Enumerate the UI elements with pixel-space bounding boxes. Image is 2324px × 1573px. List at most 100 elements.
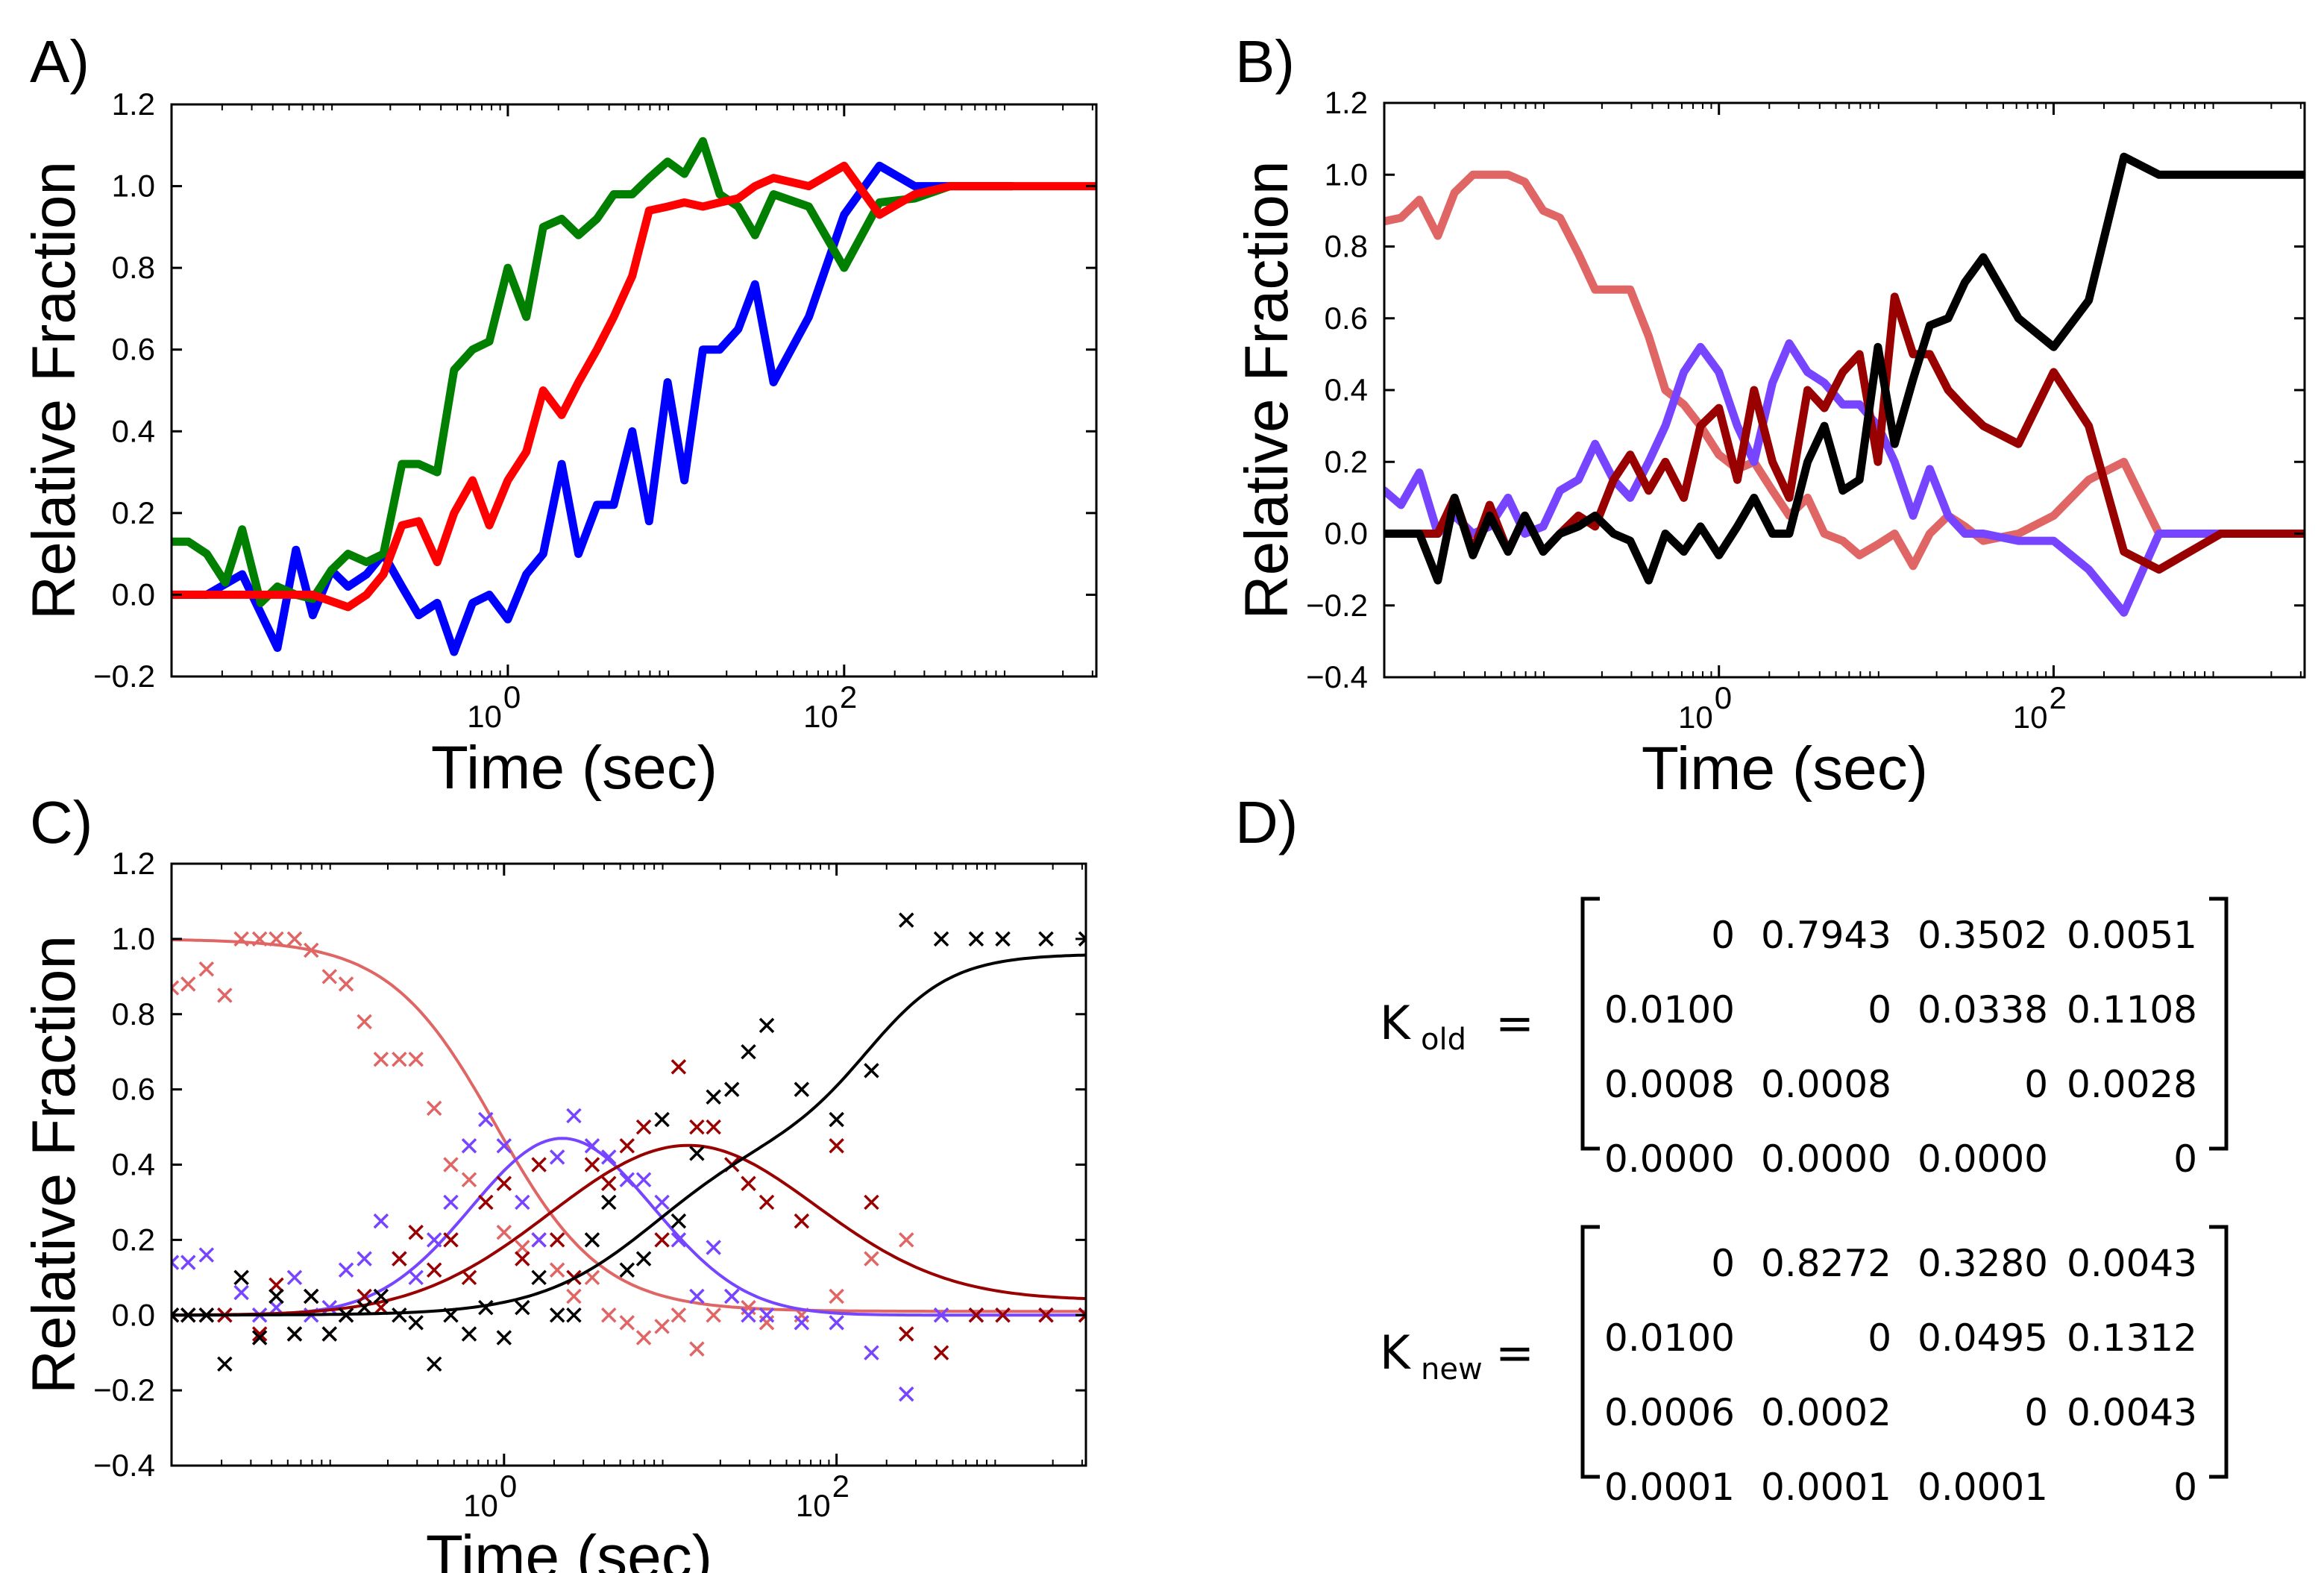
data-marker-black xyxy=(478,1299,494,1316)
data-marker-black xyxy=(443,1307,459,1323)
y-tick-label: 0.6 xyxy=(112,332,155,367)
data-marker-darkred xyxy=(549,1232,565,1248)
data-marker-darkred xyxy=(1078,1307,1086,1323)
matrix-bracket-right xyxy=(2209,1225,2229,1479)
panel-letter: A) xyxy=(30,28,89,95)
data-marker-black xyxy=(461,1326,477,1342)
data-marker-black xyxy=(408,1315,424,1331)
y-axis-label: Relative Fraction xyxy=(20,161,88,620)
data-marker-purple xyxy=(689,1288,705,1304)
matrix-cell: 0 xyxy=(2024,1063,2048,1106)
matrix-cell: 0.0000 xyxy=(1761,1137,1891,1181)
y-tick-label: 1.2 xyxy=(1325,85,1368,120)
data-marker-salmon xyxy=(496,1225,512,1240)
data-marker-purple xyxy=(198,1247,215,1263)
data-marker-darkred xyxy=(689,1119,705,1135)
plot-frame xyxy=(170,103,1098,678)
data-marker-purple xyxy=(601,1149,617,1165)
data-marker-purple xyxy=(373,1213,389,1229)
matrix-cell: 0.0043 xyxy=(2067,1391,2197,1434)
data-marker-darkred xyxy=(392,1251,407,1266)
data-marker-purple xyxy=(461,1138,477,1154)
data-marker-black xyxy=(496,1330,512,1346)
data-marker-darkred xyxy=(635,1119,652,1135)
fit-curve-darkred xyxy=(172,1143,1086,1317)
matrix-cell: 0.1312 xyxy=(2067,1316,2197,1360)
data-marker-black xyxy=(357,1299,372,1316)
data-marker-salmon xyxy=(357,1014,372,1030)
data-marker-purple xyxy=(357,1251,372,1266)
matrix-cell: 0.0006 xyxy=(1604,1391,1735,1434)
data-marker-darkred xyxy=(408,1225,424,1240)
matrix-cell: 0 xyxy=(2173,1137,2197,1181)
data-marker-black xyxy=(968,931,984,947)
y-tick-label: 0.8 xyxy=(1325,229,1368,264)
y-tick-label: 0.2 xyxy=(112,1222,155,1257)
data-marker-darkred xyxy=(515,1251,530,1266)
data-marker-darkred xyxy=(864,1194,879,1211)
matrix-cell: 0.8272 xyxy=(1761,1242,1891,1285)
data-marker-darkred xyxy=(584,1157,600,1172)
panel-letter: D) xyxy=(1235,789,1298,855)
x-tick-base: 10 xyxy=(803,699,838,734)
data-marker-salmon xyxy=(515,1240,530,1255)
data-marker-darkred xyxy=(654,1232,670,1248)
x-tick-exponent: 2 xyxy=(832,1469,849,1504)
y-tick-label: −0.2 xyxy=(1306,588,1368,623)
x-tick-exponent: 2 xyxy=(840,679,857,715)
data-marker-purple xyxy=(426,1232,442,1248)
x-tick-exponent: 0 xyxy=(503,679,521,715)
matrix-subscript: old xyxy=(1421,1023,1466,1057)
data-marker-black xyxy=(392,1307,407,1323)
data-marker-black xyxy=(741,1043,756,1060)
x-tick-base: 10 xyxy=(463,1488,498,1523)
y-tick-label: 0.0 xyxy=(1325,516,1368,551)
data-marker-purple xyxy=(478,1111,494,1128)
data-marker-purple xyxy=(443,1194,459,1211)
data-marker-salmon xyxy=(619,1315,635,1331)
data-marker-darkred xyxy=(933,1345,949,1360)
data-marker-darkred xyxy=(741,1175,756,1191)
y-tick-label: 1.0 xyxy=(112,169,155,204)
data-marker-salmon xyxy=(654,1319,670,1334)
data-marker-salmon xyxy=(198,961,215,977)
data-marker-black xyxy=(635,1251,652,1266)
data-marker-purple xyxy=(180,1255,196,1270)
matrix-cell: 0.0000 xyxy=(1918,1137,2048,1181)
data-marker-salmon xyxy=(233,931,249,947)
fit-curve-purple xyxy=(172,1137,1086,1317)
data-marker-salmon xyxy=(172,980,180,996)
panel-letter: C) xyxy=(30,789,92,855)
data-marker-salmon xyxy=(217,988,233,1003)
data-marker-darkred xyxy=(268,1277,284,1293)
data-marker-salmon xyxy=(392,1052,407,1067)
matrix-cell: 0.0100 xyxy=(1604,1316,1735,1360)
y-tick-label: 0.6 xyxy=(112,1072,155,1107)
data-marker-purple xyxy=(233,1284,249,1301)
x-tick-base: 10 xyxy=(2013,700,2048,735)
data-marker-purple xyxy=(566,1108,582,1124)
matrix-cell: 0.3280 xyxy=(1918,1242,2048,1285)
data-marker-purple xyxy=(496,1138,512,1154)
data-marker-darkred xyxy=(794,1213,810,1229)
data-marker-purple xyxy=(933,1307,949,1323)
y-axis-label: Relative Fraction xyxy=(20,935,88,1394)
data-marker-black xyxy=(723,1081,740,1097)
data-marker-purple xyxy=(584,1138,600,1154)
data-marker-purple xyxy=(172,1255,180,1270)
data-marker-darkred xyxy=(531,1157,547,1172)
data-marker-black xyxy=(933,931,949,947)
y-tick-label: 0.4 xyxy=(1325,372,1368,407)
data-marker-darkred xyxy=(968,1307,984,1323)
matrix-cell: 0.1108 xyxy=(2067,988,2197,1032)
x-tick-base: 10 xyxy=(796,1488,831,1523)
data-marker-purple xyxy=(321,1299,338,1316)
data-marker-black xyxy=(286,1326,303,1342)
data-marker-darkred xyxy=(706,1119,721,1135)
y-tick-label: 1.2 xyxy=(112,846,155,881)
data-marker-purple xyxy=(619,1172,635,1187)
panel-b-line-chart: B)−0.4−0.20.00.20.40.60.81.01.2100102Tim… xyxy=(1233,28,2306,803)
